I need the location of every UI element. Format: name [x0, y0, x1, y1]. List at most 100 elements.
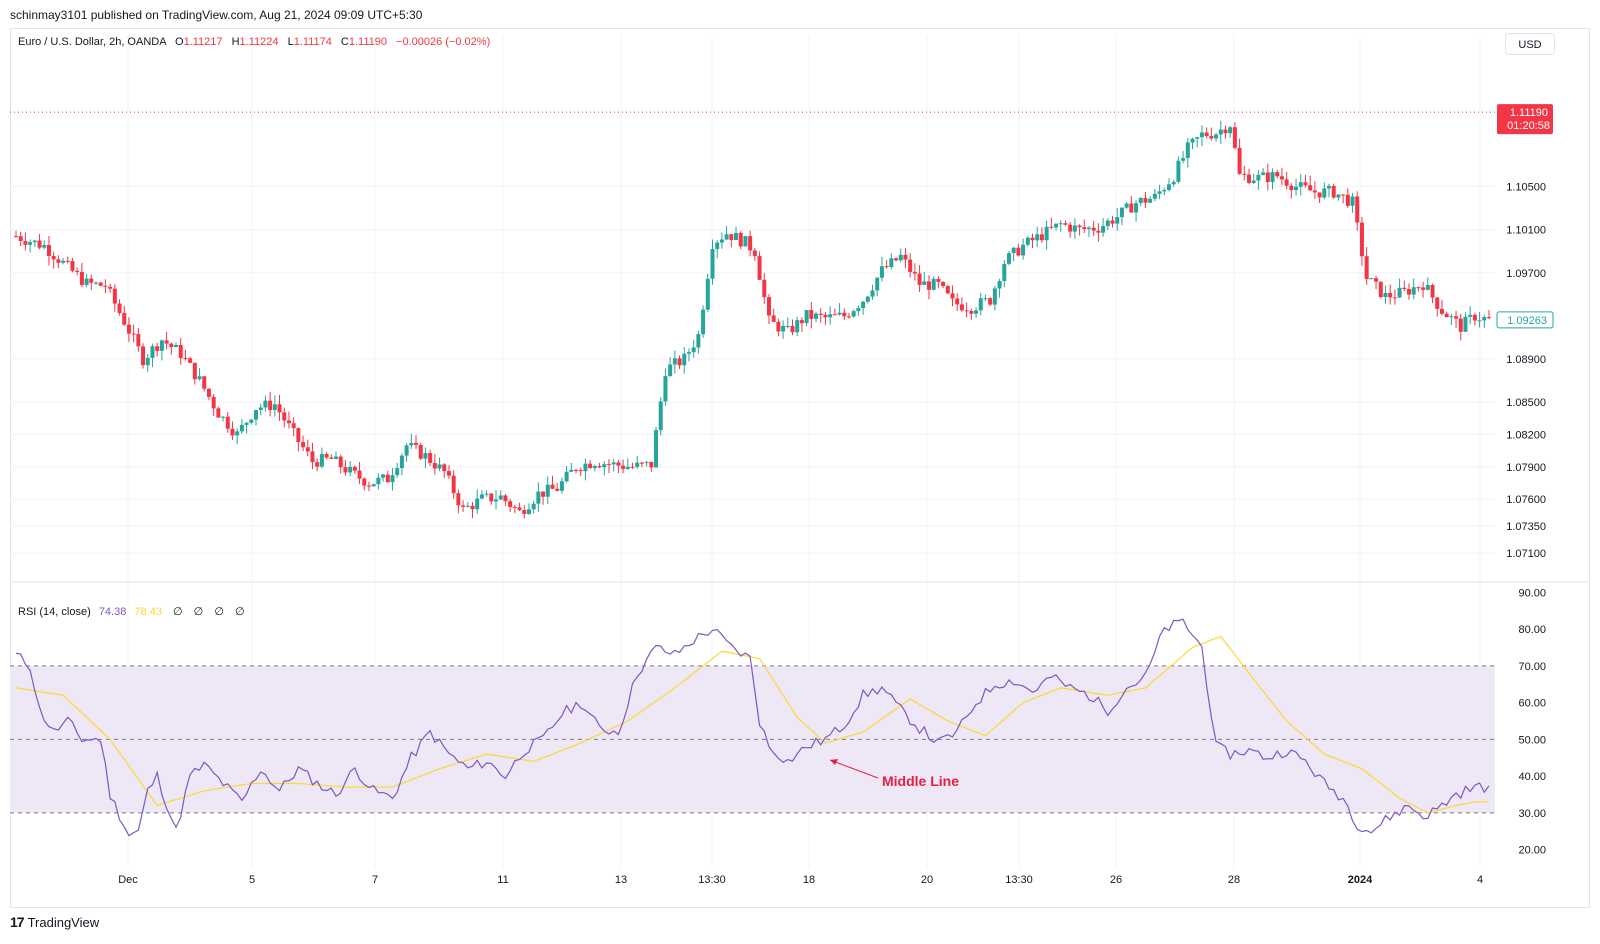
- candle-body: [564, 471, 569, 482]
- candle-body: [1199, 132, 1204, 138]
- candle-body: [926, 281, 931, 290]
- candle-body: [1129, 203, 1134, 213]
- candle-body: [682, 353, 687, 366]
- candle-body: [588, 463, 593, 469]
- candle-body: [282, 412, 287, 421]
- candle-body: [851, 311, 856, 317]
- candle-body: [211, 396, 216, 409]
- candle-body: [931, 278, 936, 290]
- candle-body: [908, 259, 913, 272]
- candle-body: [1143, 198, 1148, 203]
- candle-body: [357, 470, 362, 479]
- candle-body: [108, 286, 113, 289]
- candle-body: [983, 298, 988, 300]
- candle-body: [917, 273, 922, 285]
- x-tick-label: 18: [803, 874, 815, 886]
- price-tick-label: 1.10100: [1506, 225, 1546, 237]
- rsi-band-fill: [10, 665, 1495, 813]
- candle-body: [814, 313, 819, 319]
- candle-body: [555, 488, 560, 491]
- candle-body: [37, 240, 42, 248]
- rsi-value: 74.38: [98, 606, 127, 618]
- candle-body: [183, 358, 188, 360]
- candle-body: [1336, 194, 1341, 198]
- candle-body: [1091, 227, 1096, 231]
- currency-button[interactable]: USD: [1505, 33, 1555, 55]
- candle-body: [856, 308, 861, 312]
- candle-body: [348, 466, 353, 473]
- low-value: 1.11174: [293, 36, 332, 48]
- candle-body: [790, 325, 795, 333]
- candle-body: [451, 475, 456, 494]
- candle-body: [1101, 226, 1106, 233]
- candle-body: [597, 466, 602, 468]
- candle-body: [701, 309, 706, 335]
- candle-body: [1115, 217, 1120, 224]
- candle-body: [169, 343, 174, 348]
- candle-body: [197, 376, 202, 380]
- candle-body: [456, 493, 461, 506]
- candle-body: [126, 324, 131, 334]
- candle-body: [531, 503, 536, 510]
- candle-body: [1190, 138, 1195, 143]
- candle-body: [1289, 185, 1294, 191]
- rsi-placeholder: ∅: [193, 606, 204, 618]
- candle-body: [1124, 203, 1129, 208]
- candle-body: [1030, 237, 1035, 241]
- annotation-arrow: [829, 759, 879, 779]
- candle-body: [583, 463, 588, 472]
- candle-body: [1430, 285, 1435, 298]
- candle-body: [672, 358, 677, 365]
- candle-body: [51, 255, 56, 260]
- candle-body: [291, 423, 296, 429]
- candle-body: [621, 465, 626, 469]
- candle-body: [1246, 174, 1251, 183]
- candle-body: [75, 270, 80, 272]
- candle-body: [1058, 223, 1063, 225]
- candle-body: [296, 428, 301, 442]
- x-tick-label: 28: [1228, 874, 1240, 886]
- rsi-placeholder: ∅: [214, 606, 224, 618]
- candle-body: [1279, 176, 1284, 180]
- candle-body: [804, 310, 809, 324]
- candle-body: [959, 304, 964, 311]
- candle-body: [174, 344, 179, 348]
- candle-body: [362, 478, 367, 486]
- candle-body: [1006, 253, 1011, 264]
- candle-body: [489, 493, 494, 502]
- candle-body: [404, 445, 409, 456]
- candle-body: [136, 334, 141, 347]
- candle-body: [1312, 190, 1317, 193]
- candle-body: [945, 286, 950, 294]
- candle-body: [870, 290, 875, 297]
- candle-body: [865, 296, 870, 302]
- candle-body: [677, 358, 682, 366]
- candle-body: [691, 347, 696, 353]
- candle-body: [216, 408, 221, 418]
- candle-body: [1228, 127, 1233, 134]
- candle-body: [743, 236, 748, 247]
- candle-body: [324, 453, 329, 458]
- candle-body: [757, 256, 762, 280]
- rsi-tick-label: 50.00: [1518, 734, 1546, 746]
- rsi-placeholder: ∅: [234, 606, 245, 618]
- candle-body: [710, 248, 715, 279]
- candle-body: [206, 388, 211, 397]
- candle-body: [1025, 237, 1030, 245]
- candle-body: [832, 314, 837, 316]
- candle-body: [1322, 188, 1327, 198]
- candle-body: [352, 466, 357, 471]
- candle-body: [1270, 172, 1275, 182]
- candle-body: [625, 466, 630, 469]
- candle-body: [1223, 129, 1228, 134]
- candle-body: [1294, 186, 1299, 191]
- candle-body: [809, 310, 814, 319]
- candle-body: [738, 232, 743, 247]
- candle-body: [18, 236, 23, 242]
- candle-body: [164, 340, 169, 344]
- candle-body: [1011, 247, 1016, 254]
- candle-body: [1237, 147, 1242, 174]
- candles: [14, 120, 1491, 519]
- candle-body: [1284, 179, 1289, 186]
